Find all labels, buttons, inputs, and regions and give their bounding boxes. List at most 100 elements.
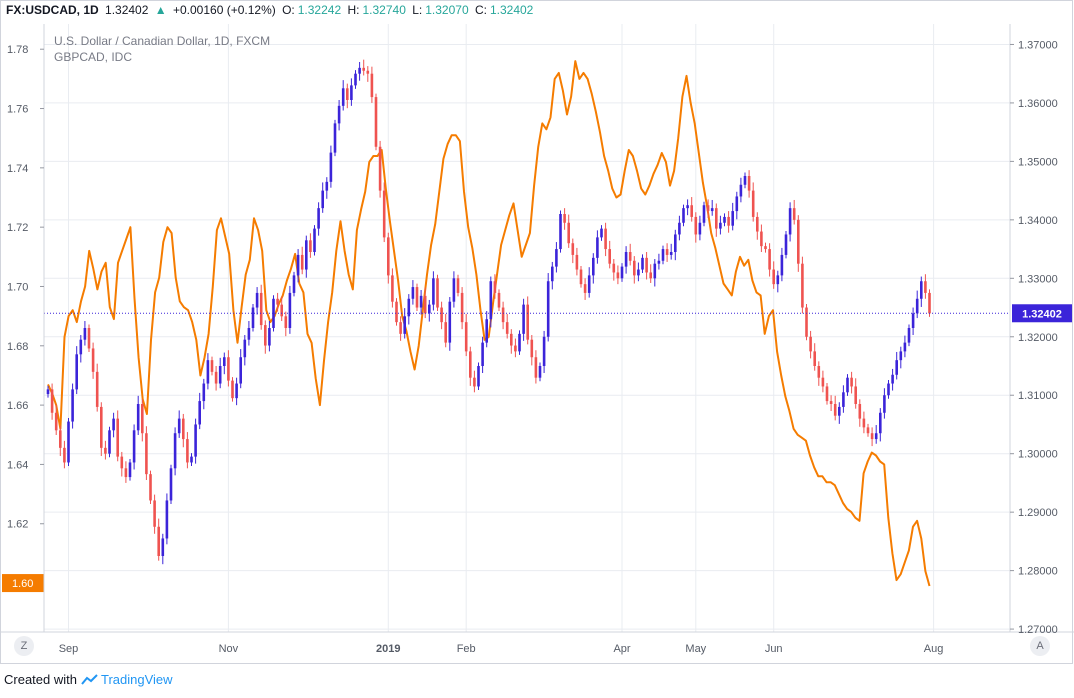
high-label: H: bbox=[347, 3, 360, 17]
candle-body bbox=[526, 304, 529, 340]
left-tick-label: 1.68 bbox=[7, 341, 28, 353]
candle-body bbox=[546, 281, 550, 337]
candle-body bbox=[309, 240, 312, 252]
x-tick-label: Feb bbox=[457, 643, 476, 655]
candle-body bbox=[641, 257, 644, 270]
candle-body bbox=[460, 292, 464, 323]
candle-body bbox=[903, 342, 907, 352]
candle-body bbox=[706, 205, 710, 212]
candle-body bbox=[419, 295, 423, 308]
candle-body bbox=[395, 301, 398, 323]
candle-body bbox=[686, 205, 689, 209]
candle-body bbox=[772, 269, 775, 285]
candle-body bbox=[182, 418, 185, 440]
candle-body bbox=[341, 88, 345, 106]
candle-body bbox=[288, 292, 292, 328]
left-tick-label: 1.72 bbox=[7, 222, 28, 234]
candle-body bbox=[370, 73, 374, 98]
candle-body bbox=[190, 456, 193, 463]
candle-body bbox=[792, 208, 796, 220]
candle-body bbox=[858, 404, 862, 419]
candle-body bbox=[329, 152, 333, 182]
candle-body bbox=[579, 269, 583, 285]
candle-body bbox=[132, 430, 136, 463]
x-tick-label: 2019 bbox=[376, 643, 400, 655]
tradingview-icon bbox=[81, 673, 98, 685]
candle-body bbox=[243, 339, 247, 358]
right-tick-label: 1.32000 bbox=[1018, 332, 1058, 344]
candle-body bbox=[764, 246, 767, 250]
tradingview-logo[interactable]: TradingView bbox=[81, 672, 173, 687]
candle-body bbox=[669, 252, 673, 255]
right-tick-label: 1.27000 bbox=[1018, 624, 1058, 636]
candle-body bbox=[251, 307, 255, 328]
candle-body bbox=[227, 357, 230, 381]
candle-body bbox=[723, 216, 726, 223]
candle-body bbox=[751, 190, 755, 217]
left-tick-label: 1.70 bbox=[7, 281, 28, 293]
candle-body bbox=[801, 263, 804, 308]
candle-body bbox=[776, 275, 780, 285]
auto-scale-button[interactable]: A bbox=[1030, 636, 1050, 656]
candle-body bbox=[870, 433, 874, 440]
candle-body bbox=[542, 336, 546, 366]
right-tick-label: 1.31000 bbox=[1018, 390, 1058, 402]
gbpcad-series bbox=[47, 60, 931, 587]
candle-body bbox=[747, 176, 751, 191]
candle-body bbox=[165, 500, 169, 539]
left-tick-label: 1.76 bbox=[7, 104, 28, 116]
candle-body bbox=[239, 357, 242, 384]
gbpcad-last-badge bbox=[2, 574, 44, 593]
candle-body bbox=[186, 439, 189, 463]
candle-body bbox=[600, 228, 603, 238]
candle-body bbox=[571, 243, 575, 255]
candle-body bbox=[149, 474, 152, 501]
candle-body bbox=[71, 389, 74, 422]
close-value: 1.32402 bbox=[489, 3, 534, 17]
candle-body bbox=[284, 316, 288, 328]
candle-body bbox=[489, 281, 493, 320]
candle-body bbox=[555, 249, 558, 267]
close-label: C: bbox=[474, 3, 487, 17]
change-value: +0.00160 (+0.12%) bbox=[172, 3, 276, 17]
candle-body bbox=[887, 383, 890, 396]
candle-body bbox=[866, 427, 870, 434]
candle-body bbox=[702, 205, 706, 223]
candle-body bbox=[75, 354, 78, 390]
candle-body bbox=[583, 284, 587, 293]
candle-body bbox=[628, 252, 632, 261]
compare-series-legend[interactable]: GBPCAD, IDC bbox=[54, 50, 133, 64]
zoom-button[interactable]: Z bbox=[14, 636, 34, 656]
main-series-legend[interactable]: U.S. Dollar / Canadian Dollar, 1D, FXCM bbox=[54, 34, 271, 48]
candle-body bbox=[325, 181, 329, 191]
candle-body bbox=[79, 339, 83, 355]
candle-body bbox=[120, 456, 124, 469]
left-tick-label: 1.66 bbox=[7, 400, 28, 412]
candle-body bbox=[821, 377, 825, 387]
candle-body bbox=[50, 389, 54, 413]
candle-body bbox=[153, 500, 156, 527]
candle-body bbox=[854, 386, 857, 404]
candle-body bbox=[350, 85, 353, 100]
open-label: O: bbox=[282, 3, 295, 17]
candle-body bbox=[682, 208, 685, 223]
candle-body bbox=[661, 249, 665, 261]
axes: 1.37000 1.36000 1.35000 1.34000 1.33000 1.320… bbox=[0, 24, 1074, 655]
candle-body bbox=[620, 266, 624, 279]
candle-body bbox=[317, 208, 320, 229]
low-value: 1.32070 bbox=[425, 3, 469, 17]
candle-body bbox=[784, 234, 788, 255]
candle-body bbox=[202, 383, 206, 402]
candle-body bbox=[813, 351, 816, 366]
candle-body bbox=[124, 468, 128, 478]
candle-body bbox=[715, 208, 718, 229]
symbol-name[interactable]: FX:USDCAD, 1D bbox=[6, 3, 99, 17]
candle-body bbox=[87, 328, 91, 349]
candle-body bbox=[505, 322, 509, 334]
candle-body bbox=[567, 222, 570, 244]
candle-body bbox=[444, 322, 447, 343]
left-tick-label: 1.78 bbox=[7, 44, 28, 56]
chart-overlay: 1.32402 1.60 bbox=[2, 304, 1072, 593]
last-price: 1.32402 bbox=[105, 3, 149, 17]
